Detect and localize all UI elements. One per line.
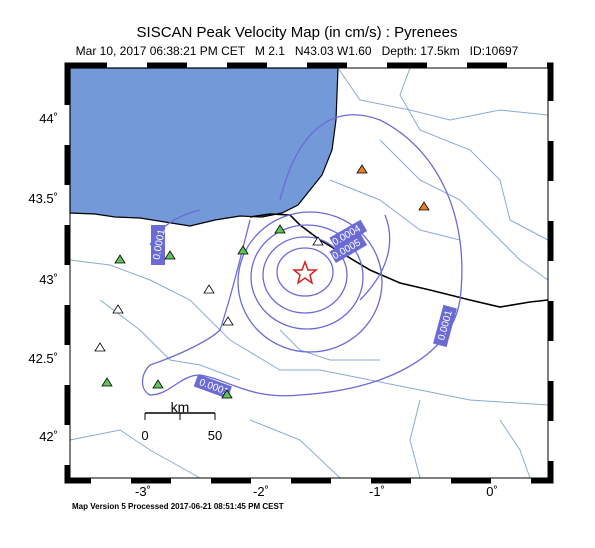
contours bbox=[141, 114, 463, 397]
lon-labels: -3˚ -2˚ -1˚ 0˚ bbox=[135, 484, 498, 499]
lat-labels: 44˚ 43.5˚ 43˚ 42.5˚ 42˚ bbox=[28, 111, 58, 444]
lat-label: 42˚ bbox=[39, 429, 58, 444]
lat-label: 43.5˚ bbox=[28, 191, 58, 206]
title: SISCAN Peak Velocity Map (in cm/s) : Pyr… bbox=[137, 24, 458, 41]
lon-label: -2˚ bbox=[253, 484, 269, 499]
lat-label: 43˚ bbox=[39, 272, 58, 287]
stations bbox=[94, 164, 430, 399]
lat-label: 44˚ bbox=[39, 111, 58, 126]
scale-max: 50 bbox=[208, 428, 222, 443]
subtitle: Mar 10, 2017 06:38:21 PM CET M 2.1 N43.0… bbox=[76, 44, 519, 58]
ocean bbox=[69, 67, 339, 227]
map: 0.0001 0.0004 0.0005 0.0001 0.0001 bbox=[64, 62, 554, 484]
footer: Map Version 5 Processed 2017-06-21 08:51… bbox=[72, 502, 284, 511]
frame-ticks bbox=[64, 62, 554, 484]
lon-label: 0˚ bbox=[486, 484, 498, 499]
scale-bar: km 0 50 bbox=[141, 399, 222, 443]
contour-label: 0.0001 bbox=[151, 228, 167, 260]
scale-unit: km bbox=[171, 399, 190, 415]
frame bbox=[69, 67, 549, 479]
lon-label: -3˚ bbox=[135, 484, 151, 499]
lon-label: -1˚ bbox=[369, 484, 385, 499]
epicenter bbox=[291, 259, 319, 285]
lat-label: 42.5˚ bbox=[28, 351, 58, 366]
rivers bbox=[69, 67, 549, 479]
scale-min: 0 bbox=[141, 428, 148, 443]
